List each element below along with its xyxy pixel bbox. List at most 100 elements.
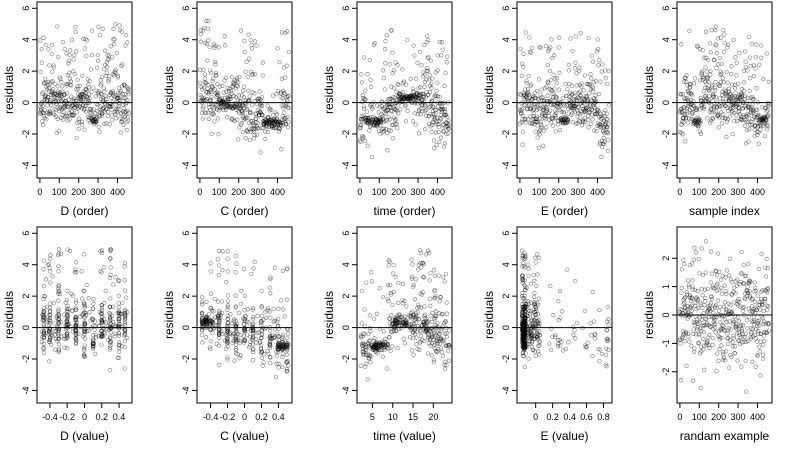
data-point xyxy=(233,270,238,275)
data-point xyxy=(47,63,52,68)
data-point xyxy=(566,340,571,345)
data-point xyxy=(437,95,442,100)
data-point xyxy=(73,298,79,303)
data-point xyxy=(757,349,763,354)
data-point xyxy=(369,119,374,125)
data-point xyxy=(396,93,401,99)
data-point xyxy=(123,95,128,100)
data-point xyxy=(56,91,61,96)
data-point xyxy=(714,369,719,374)
data-point xyxy=(278,120,283,125)
data-point xyxy=(268,120,273,125)
data-point xyxy=(55,89,61,94)
data-point xyxy=(38,69,43,75)
data-point xyxy=(421,70,426,75)
data-point xyxy=(572,109,577,114)
data-point xyxy=(365,120,371,126)
data-point xyxy=(245,129,250,135)
data-point xyxy=(71,113,76,118)
data-point xyxy=(589,53,594,58)
data-point xyxy=(435,68,440,73)
data-point xyxy=(431,138,437,143)
data-point xyxy=(391,105,396,110)
data-point xyxy=(203,110,209,116)
data-point xyxy=(90,115,95,120)
data-point xyxy=(572,103,577,108)
data-point xyxy=(112,94,118,99)
data-point xyxy=(224,89,229,95)
data-point xyxy=(214,102,219,108)
data-point xyxy=(285,105,290,110)
data-point xyxy=(376,110,381,115)
data-point xyxy=(250,118,255,124)
data-point xyxy=(260,363,265,368)
data-point xyxy=(387,104,392,110)
data-point xyxy=(277,126,282,132)
data-point xyxy=(428,303,433,308)
data-point xyxy=(409,99,414,104)
x-tick-label: 10 xyxy=(388,412,398,422)
data-point xyxy=(439,40,445,45)
y-tick-label: 0 xyxy=(341,325,351,330)
data-point xyxy=(41,350,47,356)
data-point xyxy=(708,50,713,55)
data-point xyxy=(552,53,557,58)
data-point xyxy=(682,113,688,118)
data-point xyxy=(557,289,563,294)
y-tick-label: -4 xyxy=(21,386,31,394)
data-point xyxy=(274,116,279,121)
data-point xyxy=(58,91,63,97)
data-point xyxy=(111,99,116,104)
data-point xyxy=(204,18,209,23)
data-point xyxy=(415,101,420,106)
data-point xyxy=(436,122,441,127)
data-point xyxy=(596,108,601,114)
y-tick-label: 4 xyxy=(341,262,351,267)
data-point xyxy=(418,85,423,90)
data-point xyxy=(248,37,253,43)
data-point xyxy=(425,65,430,71)
data-point xyxy=(587,103,593,108)
data-point xyxy=(42,115,48,121)
data-point xyxy=(391,115,397,120)
data-point xyxy=(261,119,267,124)
data-point xyxy=(200,295,205,300)
data-point xyxy=(206,91,211,96)
data-point xyxy=(747,76,753,81)
y-tick-label: 2 xyxy=(21,69,31,74)
data-point xyxy=(411,97,417,103)
y-axis-label: residuals xyxy=(2,291,16,339)
data-point xyxy=(243,69,248,74)
data-point xyxy=(225,115,230,120)
data-point xyxy=(119,29,124,34)
data-point xyxy=(397,92,403,97)
data-point xyxy=(541,128,547,134)
data-point xyxy=(445,126,451,131)
x-axis-label: C (value) xyxy=(220,429,269,443)
data-point xyxy=(742,123,748,128)
data-point xyxy=(125,115,130,120)
data-point xyxy=(384,108,389,113)
data-point xyxy=(113,68,118,73)
data-point xyxy=(369,279,375,284)
data-point xyxy=(208,339,213,344)
data-point xyxy=(389,97,395,102)
data-point xyxy=(39,109,44,114)
data-point xyxy=(679,122,684,127)
data-point xyxy=(244,59,249,65)
data-point xyxy=(590,353,595,359)
x-tick-label: 200 xyxy=(391,187,406,197)
data-point xyxy=(520,117,525,122)
data-point xyxy=(396,91,402,97)
data-point xyxy=(47,109,52,115)
data-point xyxy=(535,252,540,257)
data-point xyxy=(575,114,580,119)
data-point xyxy=(524,95,529,100)
data-point xyxy=(274,116,280,122)
data-point xyxy=(276,306,281,311)
data-point xyxy=(67,117,72,122)
data-point xyxy=(531,108,536,113)
data-point xyxy=(249,42,254,48)
data-point xyxy=(536,130,542,135)
